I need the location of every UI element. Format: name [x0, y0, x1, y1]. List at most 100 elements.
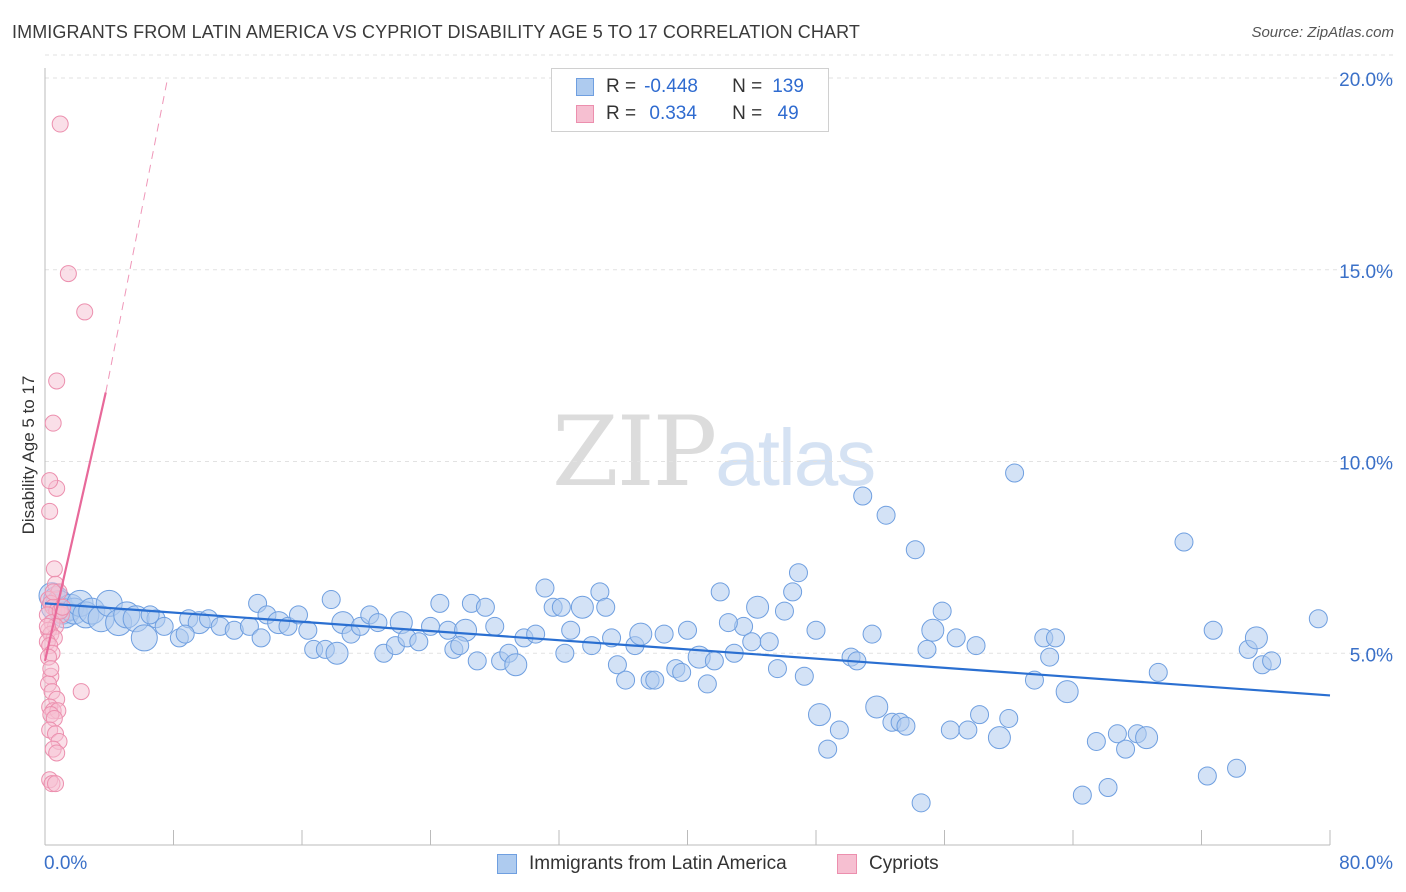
data-point-latin-america — [865, 695, 889, 719]
data-point-latin-america — [616, 670, 636, 690]
data-point-latin-america — [710, 582, 730, 602]
y-tick-label: 10.0% — [1339, 454, 1393, 475]
data-point-latin-america — [966, 636, 986, 656]
bottom-legend-item-pink: Cypriots — [837, 852, 939, 876]
tick-labels: 5.0% 10.0% 15.0% 20.0% 0.0% 80.0% — [44, 70, 1393, 874]
legend-swatch-pink — [576, 105, 594, 123]
data-point-latin-america — [645, 670, 665, 690]
data-point-cypriots — [41, 472, 59, 490]
data-point-latin-america — [946, 628, 966, 648]
data-point-latin-america — [697, 674, 717, 694]
data-point-latin-america — [1055, 680, 1079, 704]
data-point-latin-america — [704, 651, 724, 671]
trend-line-cypriots-extension — [105, 77, 169, 393]
data-point-latin-america — [368, 613, 388, 633]
data-point-latin-america — [321, 590, 341, 610]
data-point-latin-america — [535, 578, 555, 598]
series-immigrants-latin-america — [38, 463, 1328, 813]
data-point-latin-america — [607, 655, 627, 675]
data-point-latin-america — [1045, 628, 1065, 648]
series-cypriots — [38, 115, 94, 793]
x-tick-label: 80.0% — [1339, 853, 1393, 874]
legend-swatch-blue — [576, 78, 594, 96]
data-point-latin-america — [1072, 785, 1092, 805]
data-point-latin-america — [467, 651, 487, 671]
data-point-cypriots — [45, 560, 63, 578]
data-point-latin-america — [251, 628, 271, 648]
data-point-latin-america — [767, 659, 787, 679]
data-point-latin-america — [1262, 651, 1282, 671]
data-point-latin-america — [526, 624, 546, 644]
data-point-latin-america — [485, 616, 505, 636]
data-point-latin-america — [596, 597, 616, 617]
data-point-latin-america — [421, 616, 440, 636]
data-point-latin-america — [551, 597, 571, 617]
data-point-latin-america — [1098, 777, 1118, 797]
data-point-latin-america — [582, 636, 602, 656]
data-point-latin-america — [759, 632, 779, 652]
data-point-latin-america — [1135, 726, 1159, 750]
data-point-latin-america — [774, 601, 794, 621]
data-point-latin-america — [154, 616, 174, 636]
stats-legend: R = -0.448 N = 139 R = 0.334 N = 49 — [551, 68, 829, 132]
data-point-latin-america — [1107, 724, 1127, 744]
data-point-latin-america — [570, 595, 594, 619]
data-point-latin-america — [940, 720, 960, 740]
data-point-latin-america — [932, 601, 952, 621]
legend-n-value: 139 — [772, 76, 804, 97]
data-point-latin-america — [678, 620, 697, 640]
data-point-latin-america — [1308, 609, 1328, 629]
data-point-latin-america — [970, 705, 990, 725]
y-tick-label: 15.0% — [1339, 262, 1393, 283]
watermark-atlas: atlas — [715, 413, 876, 502]
y-tick-label: 5.0% — [1350, 645, 1393, 666]
data-point-latin-america — [829, 720, 849, 740]
data-point-cypriots — [76, 303, 94, 321]
data-point-latin-america — [794, 666, 814, 686]
legend-n-value: 49 — [772, 103, 799, 124]
data-point-latin-america — [1203, 620, 1223, 640]
data-point-latin-america — [175, 624, 195, 644]
data-point-latin-america — [896, 716, 916, 736]
data-point-latin-america — [602, 628, 622, 648]
data-point-latin-america — [475, 597, 495, 617]
source-label: Source: ZipAtlas.com — [1251, 24, 1394, 41]
data-point-latin-america — [958, 720, 978, 740]
data-point-cypriots — [47, 775, 65, 793]
data-point-latin-america — [1227, 758, 1247, 778]
data-point-latin-america — [1005, 463, 1025, 483]
data-point-latin-america — [140, 605, 160, 625]
data-point-latin-america — [917, 639, 937, 659]
bottom-legend-swatch-blue — [497, 854, 517, 874]
data-point-latin-america — [1174, 532, 1194, 552]
data-point-latin-america — [1197, 766, 1217, 786]
data-point-cypriots — [59, 265, 77, 283]
data-point-latin-america — [298, 620, 318, 640]
bottom-legend-swatch-pink — [837, 854, 857, 874]
data-point-latin-america — [921, 618, 945, 642]
data-point-latin-america — [1244, 626, 1268, 650]
data-point-latin-america — [288, 605, 308, 625]
data-point-latin-america — [999, 708, 1019, 728]
data-point-cypriots — [44, 414, 62, 432]
legend-r-value: -0.448 — [644, 76, 698, 97]
data-point-cypriots — [72, 683, 90, 701]
data-point-latin-america — [450, 636, 470, 656]
data-point-latin-america — [672, 662, 692, 682]
legend-row-blue: R = -0.448 N = 139 — [576, 75, 804, 99]
data-point-cypriots — [41, 502, 59, 520]
legend-n-label: N = — [732, 103, 763, 124]
y-tick-label: 20.0% — [1339, 70, 1393, 91]
data-point-latin-america — [911, 793, 931, 813]
data-point-latin-america — [504, 653, 528, 677]
data-point-latin-america — [1148, 662, 1168, 682]
bottom-legend-item-blue: Immigrants from Latin America — [497, 852, 787, 876]
bottom-legend-label-pink: Cypriots — [869, 853, 939, 874]
data-point-latin-america — [853, 486, 873, 506]
trend-line-latin-america — [44, 602, 1331, 697]
trend-lines — [43, 77, 1331, 697]
data-point-latin-america — [808, 703, 832, 727]
data-point-latin-america — [409, 632, 429, 652]
data-point-latin-america — [561, 620, 581, 640]
data-point-latin-america — [430, 593, 450, 613]
